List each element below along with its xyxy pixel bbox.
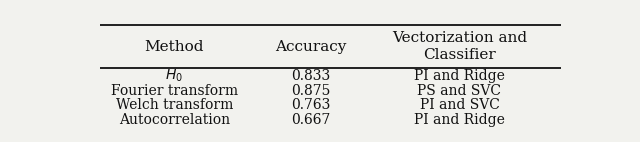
Text: Autocorrelation: Autocorrelation — [118, 113, 230, 127]
Text: PI and Ridge: PI and Ridge — [414, 113, 505, 127]
Text: Vectorization and
Classifier: Vectorization and Classifier — [392, 31, 527, 62]
Text: Method: Method — [145, 40, 204, 54]
Text: 0.667: 0.667 — [291, 113, 330, 127]
Text: PI and SVC: PI and SVC — [419, 98, 499, 112]
Text: 0.763: 0.763 — [291, 98, 330, 112]
Text: 0.833: 0.833 — [291, 69, 330, 83]
Text: Fourier transform: Fourier transform — [111, 84, 238, 98]
Text: 0.875: 0.875 — [291, 84, 330, 98]
Text: PI and Ridge: PI and Ridge — [414, 69, 505, 83]
Text: Accuracy: Accuracy — [275, 40, 346, 54]
Text: $H_0$: $H_0$ — [165, 68, 183, 84]
Text: PS and SVC: PS and SVC — [417, 84, 502, 98]
Text: Welch transform: Welch transform — [116, 98, 233, 112]
